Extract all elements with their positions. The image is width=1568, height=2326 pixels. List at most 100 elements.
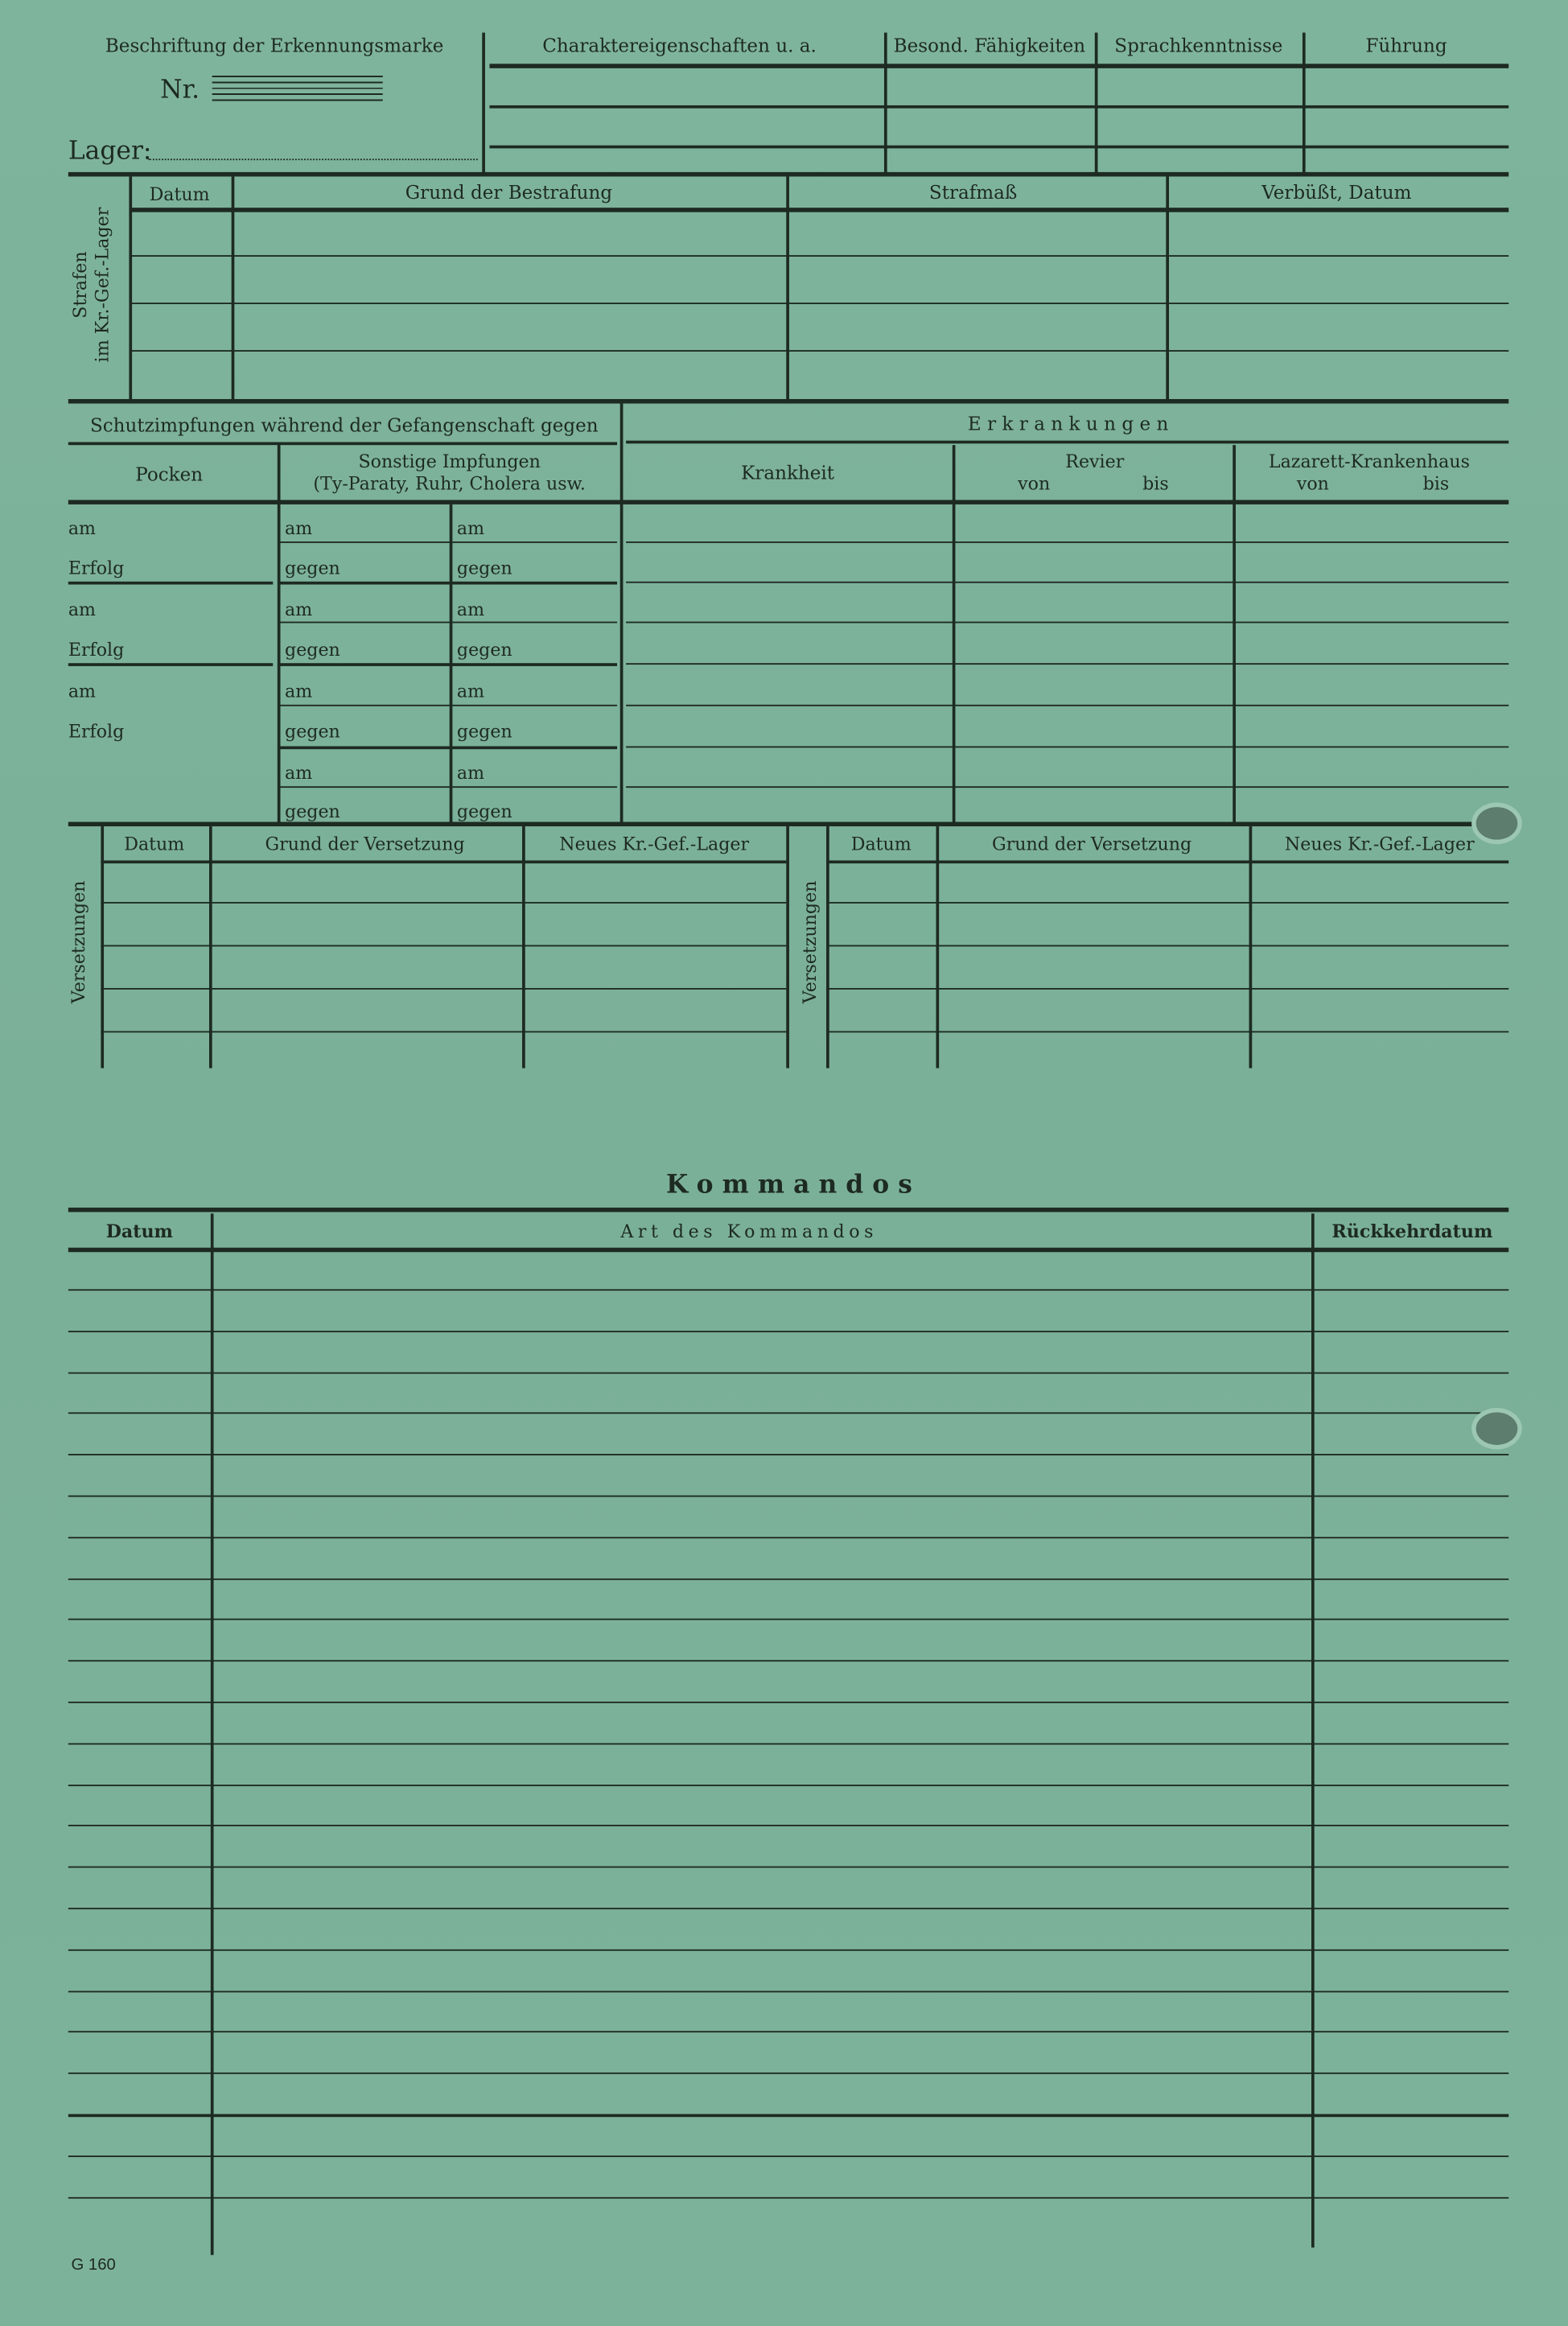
kommandos-col-rueckkehr: Rückkehrdatum (1331, 1221, 1493, 1242)
rule-line (786, 176, 789, 401)
rule-line (68, 1412, 1509, 1414)
rule-line (68, 500, 1509, 504)
rule-line (826, 860, 1509, 863)
rule-line (280, 663, 618, 666)
rule-line (522, 826, 525, 1068)
pocken-row-label: am (68, 681, 97, 702)
sonstige-row-label: gegen (285, 639, 340, 661)
rule-line (280, 746, 618, 750)
rule-line (1233, 445, 1236, 824)
lager-label: Lager: (68, 136, 152, 167)
rule-line (626, 746, 1509, 748)
rule-line (68, 1990, 1509, 1993)
rule-line (626, 440, 1509, 444)
rule-line (489, 145, 1509, 148)
revier-label: Revier (1065, 451, 1125, 472)
rule-line (280, 704, 618, 706)
rule-line (936, 826, 940, 1068)
rule-line (626, 663, 1509, 665)
rule-line (626, 581, 1509, 583)
rule-line (68, 1289, 1509, 1291)
rule-line (786, 826, 789, 1068)
lazarett-label: Lazarett-Krankenhaus (1268, 451, 1470, 472)
sonstige-label-2: (Ty-Paraty, Ruhr, Cholera usw. (313, 473, 586, 495)
rule-line (489, 105, 1509, 108)
form-number: G 160 (71, 2256, 116, 2275)
col-faehigkeiten: Besond. Fähigkeiten (893, 34, 1086, 57)
rule-line (826, 988, 1509, 990)
rule-line (619, 403, 623, 824)
pocken-row-label: Erfolg (68, 558, 125, 579)
rule-line (68, 2031, 1509, 2033)
rule-line (101, 945, 787, 947)
rule-line (68, 171, 1509, 177)
rule-line (280, 786, 618, 788)
rule-line (68, 1247, 1509, 1253)
versetzungen-side-label-left: Versetzungen (68, 880, 89, 1004)
sonstige-row-label: gegen (456, 801, 512, 822)
rule-line (101, 902, 787, 904)
rule-line (68, 2196, 1509, 2199)
sonstige-row-label: gegen (456, 639, 512, 661)
nr-field[interactable] (212, 76, 383, 105)
rule-line (68, 399, 1509, 404)
rule-line (280, 541, 618, 543)
col-sprachkenntnisse: Sprachkenntnisse (1114, 34, 1283, 57)
pocken-row-label: am (68, 517, 97, 539)
sonstige-row-label: am (456, 762, 485, 784)
rule-line (130, 255, 1509, 257)
rule-line (277, 443, 280, 824)
rule-line (68, 2155, 1509, 2158)
sonstige-row-label: am (456, 599, 485, 620)
rule-line (826, 1031, 1509, 1033)
sonstige-row-label: gegen (456, 721, 512, 742)
vers-right-col-lager: Neues Kr.-Gef.-Lager (1284, 834, 1475, 855)
rule-line (68, 1207, 1509, 1212)
sonstige-row-label: am (456, 517, 485, 539)
rule-line (68, 1743, 1509, 1745)
sonstige-label-1: Sonstige Impfungen (358, 451, 541, 472)
rule-line (101, 826, 105, 1068)
sonstige-row-label: am (456, 681, 485, 702)
rule-line (626, 621, 1509, 624)
sonstige-row-label: gegen (456, 558, 512, 579)
vers-left-col-grund: Grund der Versetzung (265, 834, 465, 855)
lager-field[interactable] (148, 158, 478, 161)
rule-line (68, 1908, 1509, 1910)
rule-line (68, 1454, 1509, 1455)
rule-line (68, 1495, 1509, 1497)
rule-line (489, 64, 1509, 68)
kommandos-col-art: Art des Kommandos (620, 1221, 879, 1242)
sonstige-row-label: gegen (285, 721, 340, 742)
rule-line (626, 541, 1509, 543)
rule-line (68, 1618, 1509, 1620)
sonstige-row-label: am (285, 681, 313, 702)
lazarett-von: von (1296, 473, 1329, 495)
col-charaktereigenschaften: Charaktereigenschaften u. a. (542, 34, 817, 57)
revier-bis: bis (1142, 473, 1169, 495)
rule-line (68, 821, 1509, 827)
strafen-col-strafmass: Strafmaß (928, 180, 1018, 204)
sonstige-row-label: am (285, 599, 313, 620)
erkrankungen-title: Erkrankungen (967, 412, 1175, 435)
sonstige-row-label: gegen (285, 801, 340, 822)
rule-line (626, 704, 1509, 706)
rule-line (210, 1213, 214, 2255)
rule-line (130, 350, 1509, 352)
strafen-label-1: Strafen (69, 251, 91, 319)
rule-line (68, 581, 274, 585)
rule-line (68, 2114, 1509, 2118)
pocken-row-label: Erfolg (68, 721, 125, 742)
rule-line (68, 1537, 1509, 1539)
rule-line (68, 1949, 1509, 1951)
rule-line (280, 621, 618, 624)
strafen-col-verbuesst: Verbüßt, Datum (1261, 180, 1412, 204)
vers-right-col-grund: Grund der Versetzung (992, 834, 1192, 855)
rule-line (1094, 32, 1097, 174)
rule-line (208, 826, 212, 1068)
impfungen-title: Schutzimpfungen während der Gefangenscha… (89, 414, 599, 437)
rule-line (101, 988, 787, 990)
rule-line (482, 32, 485, 174)
sonstige-row-label: am (285, 762, 313, 784)
kommandos-col-datum: Datum (105, 1221, 173, 1242)
